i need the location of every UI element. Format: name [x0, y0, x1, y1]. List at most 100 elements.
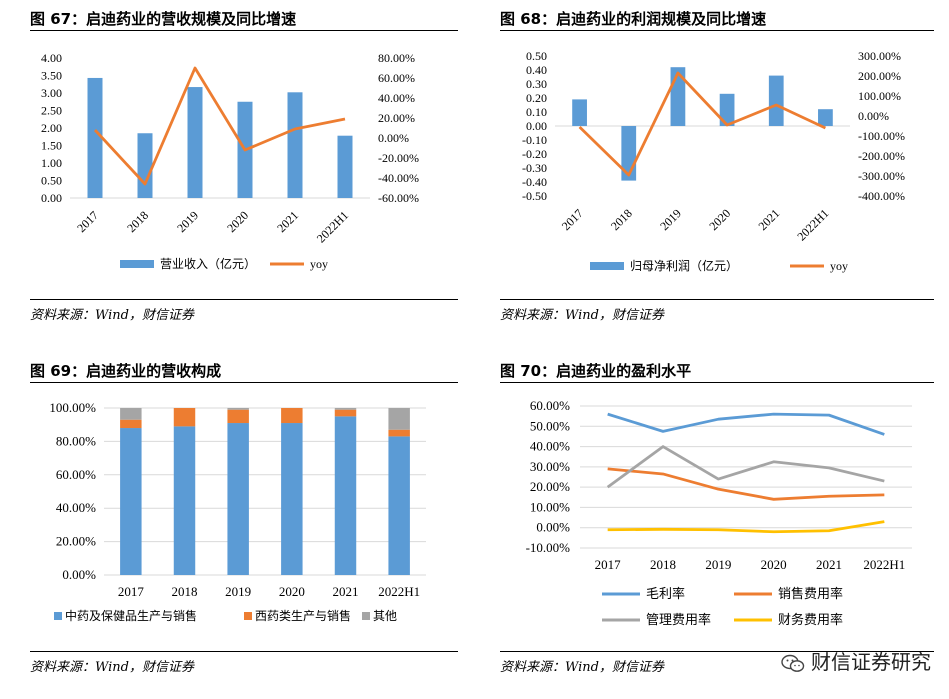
- x-tick-label: 2019: [174, 208, 201, 235]
- bar: [87, 77, 103, 198]
- bar-segment: [120, 428, 142, 575]
- yoy-line: [578, 71, 827, 177]
- y-tick-label: 40.00%: [56, 500, 96, 515]
- yoy-line: [93, 66, 346, 186]
- chart-title: 图 69：启迪药业的营收构成: [30, 362, 222, 380]
- chart-panel-profit: 图 68：启迪药业的利润规模及同比增速 -0.50 -0.40 -0.30 -0.20…: [500, 0, 940, 330]
- y-right-tick-label: -40.00%: [378, 171, 419, 185]
- y-left-tick-label: 1.00: [41, 156, 62, 170]
- bar-segment: [120, 408, 142, 420]
- x-tick-label: 2022H1: [794, 206, 831, 243]
- source-note: 资料来源：Wind，财信证券: [30, 660, 194, 675]
- x-tick-label: 2017: [74, 208, 101, 235]
- bar-segment: [281, 408, 303, 424]
- bar-segment: [173, 426, 196, 575]
- y-tick-label: 0.00%: [62, 567, 96, 582]
- x-tick-label: 2021: [756, 206, 783, 233]
- bar-segment: [388, 408, 410, 430]
- revenue-mix-chart: 0.00% 20.00% 40.00% 60.00% 80.00% 100.00% 2017…: [49, 400, 426, 623]
- x-tick-label: 2021: [274, 208, 301, 235]
- bar-segment: [334, 408, 357, 410]
- profitability-chart: -10.00% 0.00% 10.00% 20.00% 30.00% 40.00% 50.0…: [526, 398, 912, 627]
- x-tick-label: 2021: [816, 557, 842, 572]
- bar: [187, 87, 203, 198]
- y-tick-label: 0.00%: [536, 520, 570, 535]
- y-tick-label: 20.00%: [56, 534, 96, 549]
- x-tick-label: 2018: [608, 206, 635, 233]
- bar: [337, 135, 353, 198]
- x-tick-label: 2019: [225, 584, 251, 599]
- y-tick-label: -10.00%: [526, 540, 571, 555]
- bar-segment: [120, 419, 142, 429]
- watermark-text: 财信证券研究: [811, 650, 931, 674]
- bar: [287, 92, 303, 198]
- bar-segment: [388, 436, 410, 575]
- y-left-tick-label: 1.50: [41, 139, 62, 153]
- y-right-tick-label: 60.00%: [378, 71, 415, 85]
- legend-label: 中药及保健品生产与销售: [65, 608, 197, 623]
- legend-label: 其他: [373, 609, 397, 623]
- y-left-tick-label: 0.20: [526, 91, 547, 105]
- x-tick-label: 2020: [761, 557, 787, 572]
- bar-segment: [334, 409, 357, 417]
- y-tick-label: 30.00%: [530, 459, 570, 474]
- y-left-tick-label: 0.00: [41, 191, 62, 205]
- source-note: 资料来源：Wind，财信证券: [500, 660, 664, 675]
- legend-label: yoy: [830, 259, 848, 273]
- revenue-chart: 0.00 0.50 1.00 1.50 2.00 2.50 3.00 3.50 4.00 -60.…: [41, 51, 419, 271]
- y-left-tick-label: 2.00: [41, 121, 62, 135]
- y-right-tick-label: -300.00%: [858, 169, 905, 183]
- legend-swatch: [54, 612, 62, 620]
- source-divider: [30, 299, 458, 300]
- title-divider: [500, 382, 934, 383]
- y-left-tick-label: -0.30: [522, 161, 547, 175]
- title-divider: [30, 30, 458, 31]
- chart-panel-revenue: 图 67：启迪药业的营收规模及同比增速 0.00 0.50 1.00 1.50 2.00…: [30, 0, 460, 330]
- y-tick-label: 40.00%: [530, 439, 570, 454]
- x-tick-label: 2017: [559, 206, 586, 233]
- chart-title: 图 67：启迪药业的营收规模及同比增速: [30, 10, 297, 28]
- legend-label: 毛利率: [646, 586, 685, 601]
- series-line: [607, 467, 885, 501]
- bar-segment: [388, 429, 410, 437]
- legend-swatch-bar: [120, 260, 154, 268]
- source-note: 资料来源：Wind，财信证券: [500, 308, 664, 323]
- source-note: 资料来源：Wind，财信证券: [30, 308, 194, 323]
- y-right-tick-label: 0.00%: [858, 109, 889, 123]
- legend-label: 归母净利润（亿元）: [630, 258, 738, 273]
- x-tick-label: 2018: [172, 584, 198, 599]
- y-right-tick-label: -200.00%: [858, 149, 905, 163]
- y-left-tick-label: 4.00: [41, 51, 62, 65]
- y-tick-label: 60.00%: [56, 467, 96, 482]
- y-right-tick-label: -60.00%: [378, 191, 419, 205]
- x-tick-label: 2021: [333, 584, 359, 599]
- legend-swatch-bar: [590, 262, 624, 270]
- source-divider: [500, 299, 934, 300]
- y-left-tick-label: 0.00: [526, 119, 547, 133]
- y-left-tick-label: 0.50: [526, 49, 547, 63]
- source-divider: [30, 651, 458, 652]
- y-right-tick-label: 200.00%: [858, 69, 901, 83]
- bar-segment: [227, 409, 249, 424]
- profit-chart: -0.50-0.40-0.30-0.20-0.100.000.100.200.3…: [522, 49, 905, 273]
- bar: [818, 109, 833, 126]
- legend-label: 营业收入（亿元）: [160, 256, 256, 271]
- series-line: [606, 445, 885, 489]
- y-right-tick-label: 300.00%: [858, 49, 901, 63]
- x-tick-label: 2020: [224, 208, 251, 235]
- legend-label: 财务费用率: [778, 612, 843, 627]
- y-left-tick-label: 0.10: [526, 105, 547, 119]
- legend-swatch: [362, 612, 370, 620]
- wechat-icon: [781, 654, 805, 672]
- y-left-tick-label: 0.50: [41, 174, 62, 188]
- y-right-tick-label: 0.00%: [378, 131, 409, 145]
- bar-segment: [173, 408, 196, 427]
- source-divider: [500, 651, 934, 652]
- title-divider: [500, 30, 934, 31]
- legend-swatch: [244, 612, 252, 620]
- y-right-tick-label: 20.00%: [378, 111, 415, 125]
- bar-segment: [227, 408, 249, 410]
- x-tick-label: 2017: [118, 584, 145, 599]
- y-left-tick-label: 2.50: [41, 104, 62, 118]
- bar-segment: [227, 423, 249, 575]
